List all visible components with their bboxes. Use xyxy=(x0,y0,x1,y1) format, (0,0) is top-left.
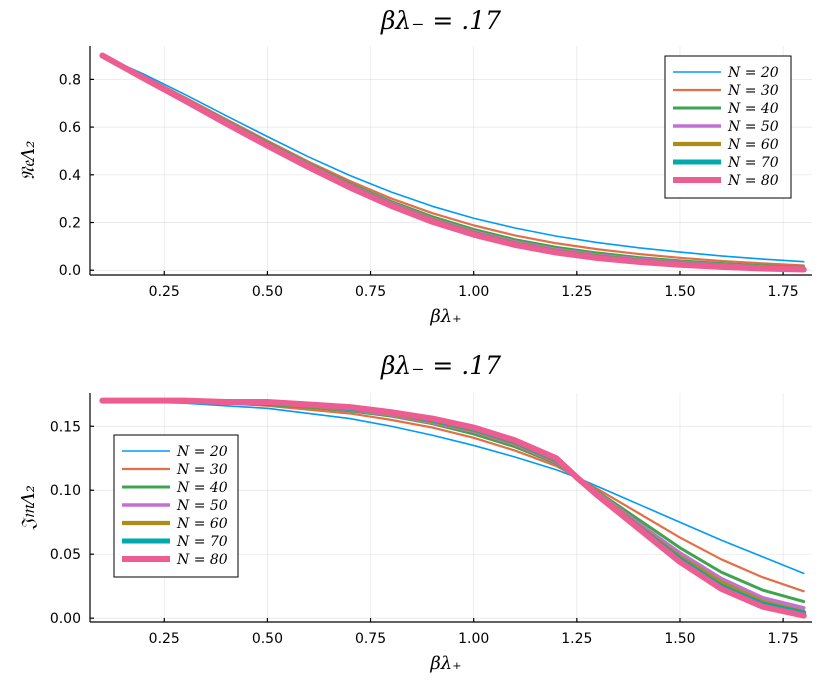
series-line-N20 xyxy=(101,54,805,263)
x-tick-label: 1.50 xyxy=(664,631,695,647)
legend-entry: N = 30 xyxy=(176,462,228,478)
x-tick-label: 1.25 xyxy=(561,631,592,647)
legend-entry: N = 80 xyxy=(176,552,228,568)
x-tick-label: 0.25 xyxy=(149,284,180,300)
chart-1: βλ₋ = .17 0.25 0.50 0.75 1.00 1.25 1.50 1.75 0.0… xyxy=(18,6,812,327)
chart-title: βλ₋ = .17 xyxy=(380,351,501,380)
y-tick-label: 0.0 xyxy=(59,263,81,279)
y-tick-label: 0.8 xyxy=(59,72,81,88)
x-tick-label: 1.00 xyxy=(458,631,489,647)
x-tick-label: 0.50 xyxy=(252,284,283,300)
legend-entry: N = 80 xyxy=(727,173,779,189)
legend-entry: N = 40 xyxy=(176,480,228,496)
legend: N = 20 N = 30 N = 40 N = 50 N = 60 N = 70 N = … xyxy=(664,55,792,199)
x-axis-label: βλ₊ xyxy=(429,306,461,327)
x-tick-label: 1.75 xyxy=(768,284,799,300)
legend: N = 20 N = 30 N = 40 N = 50 N = 60 N = 70 N = … xyxy=(113,434,239,578)
x-tick-label: 0.50 xyxy=(252,631,283,647)
chart-title: βλ₋ = .17 xyxy=(380,6,501,35)
y-tick-label: 0.10 xyxy=(50,483,81,499)
y-tick-label: 0.15 xyxy=(50,419,81,435)
y-axis-label: 𝔍𝔪Λ₂ xyxy=(18,485,39,531)
y-tick-label: 0.05 xyxy=(50,547,81,563)
y-tick-label: 0.6 xyxy=(59,120,81,136)
x-tick-label: 1.50 xyxy=(664,284,695,300)
legend-entry: N = 20 xyxy=(727,65,779,81)
series-line-N20 xyxy=(101,399,805,575)
legend-entry: N = 60 xyxy=(727,137,779,153)
series-line-N80 xyxy=(99,397,807,619)
x-tick-label: 0.75 xyxy=(355,284,386,300)
x-axis-label: βλ₊ xyxy=(429,653,461,674)
legend-entry: N = 50 xyxy=(727,119,779,135)
y-tick-label: 0.4 xyxy=(59,168,81,184)
y-tick-label: 0.00 xyxy=(50,611,81,627)
x-tick-label: 1.25 xyxy=(561,284,592,300)
x-tick-label: 1.75 xyxy=(768,631,799,647)
legend-entry: N = 20 xyxy=(176,444,228,460)
legend-entry: N = 40 xyxy=(727,101,779,117)
y-tick-label: 0.2 xyxy=(59,216,81,232)
legend-entry: N = 70 xyxy=(727,155,779,171)
chart-2: βλ₋ = .17 0.25 0.50 0.75 1.00 1.25 1.50 1.75 0.0… xyxy=(18,351,812,674)
x-tick-label: 0.75 xyxy=(355,631,386,647)
legend-entry: N = 60 xyxy=(176,516,228,532)
y-axis-label: 𝔑𝔢Λ₂ xyxy=(18,141,39,181)
series-line-N80 xyxy=(99,52,807,273)
legend-entry: N = 50 xyxy=(176,498,228,514)
x-tick-label: 1.00 xyxy=(458,284,489,300)
x-tick-label: 0.25 xyxy=(149,631,180,647)
legend-entry: N = 30 xyxy=(727,83,779,99)
legend-entry: N = 70 xyxy=(176,534,228,550)
